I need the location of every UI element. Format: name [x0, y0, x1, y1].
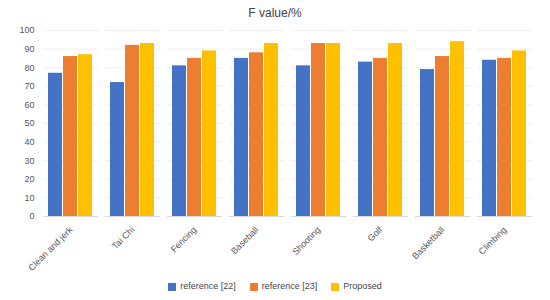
svg-text:80: 80	[24, 63, 34, 73]
svg-text:0: 0	[29, 211, 34, 221]
svg-text:Baseball: Baseball	[229, 225, 260, 256]
svg-text:Climbing: Climbing	[477, 225, 509, 257]
svg-text:Basketball: Basketball	[410, 225, 446, 261]
svg-text:10: 10	[24, 193, 34, 203]
svg-text:Golf: Golf	[366, 224, 385, 243]
svg-text:100: 100	[19, 25, 34, 35]
html-text:F value/%: F value/%	[248, 6, 302, 20]
svg-text:90: 90	[24, 44, 34, 54]
svg-text:Tai Chi: Tai Chi	[110, 225, 137, 252]
svg-text:Fencing: Fencing	[169, 225, 199, 255]
html-text:reference [22]: reference [22]	[180, 281, 236, 291]
html-text:Proposed: Proposed	[343, 281, 382, 291]
svg-text:Clean and jerk: Clean and jerk	[26, 224, 74, 272]
svg-text:30: 30	[24, 156, 34, 166]
svg-text:40: 40	[24, 137, 34, 147]
svg-text:50: 50	[24, 118, 34, 128]
svg-text:60: 60	[24, 100, 34, 110]
svg-text:20: 20	[24, 174, 34, 184]
html-text:reference [23]: reference [23]	[261, 281, 318, 291]
svg-text:70: 70	[24, 81, 34, 91]
svg-text:Shooting: Shooting	[290, 225, 322, 257]
